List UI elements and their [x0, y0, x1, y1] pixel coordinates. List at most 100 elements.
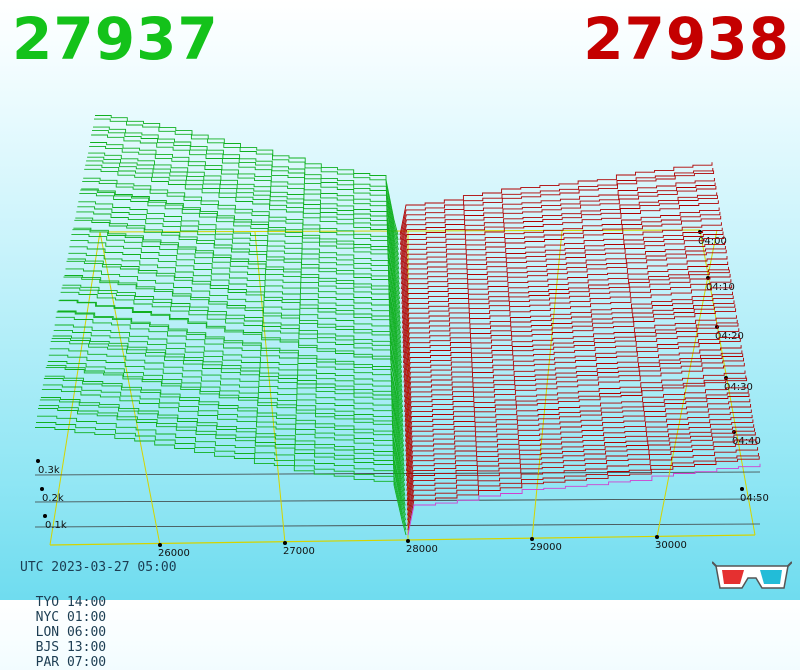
ask-depth-line	[406, 409, 752, 481]
ask-depth-line	[402, 279, 732, 354]
ask-depth-line	[403, 300, 735, 373]
ask-depth-line	[406, 428, 755, 501]
clock-nyc: NYC 01:00	[35, 610, 107, 625]
clock-bjs: BJS 13:00	[35, 640, 107, 655]
z-tick-label: 0.1k	[45, 520, 67, 531]
bid-depth-line	[36, 422, 407, 531]
ask-depth-line	[402, 291, 733, 363]
bid-depth-line	[79, 193, 401, 314]
z-tick-marker	[36, 459, 40, 463]
ask-depth-line	[406, 414, 753, 486]
ask-depth-line	[402, 266, 729, 339]
ask-depth-line	[403, 319, 738, 393]
3d-glasses-icon[interactable]	[712, 560, 792, 594]
ask-depth-line	[407, 441, 758, 516]
z-tick-label: 0.3k	[38, 465, 60, 476]
bid-depth-line	[60, 291, 404, 408]
bid-depth-line	[95, 115, 399, 236]
ask-depth-line	[403, 295, 734, 368]
ask-price: 27938	[583, 5, 790, 73]
bid-depth-line	[46, 365, 405, 477]
bid-depth-line	[67, 258, 403, 373]
ask-depth-line	[405, 370, 746, 442]
x-gridline	[99, 231, 161, 546]
bid-depth-line	[51, 337, 405, 452]
bid-depth-line	[44, 375, 406, 486]
x-tick-marker	[406, 539, 410, 543]
bid-depth-line	[58, 300, 404, 418]
bid-depth-line	[62, 284, 403, 398]
bid-depth-line	[53, 329, 404, 442]
bid-depth-line	[76, 211, 401, 329]
bid-depth-line	[90, 142, 400, 260]
z-level-line	[34, 523, 761, 528]
ask-depth-line	[404, 345, 742, 418]
ask-depth-line	[400, 182, 716, 255]
ask-depth-line	[406, 419, 754, 491]
bid-depth-line	[61, 287, 403, 403]
x-tick-marker	[158, 543, 162, 547]
x-gridline	[531, 230, 563, 540]
bid-price: 27937	[12, 5, 219, 73]
x-tick-label: 27000	[283, 546, 315, 557]
ask-depth-line	[405, 384, 748, 457]
bid-depth-line	[64, 275, 403, 388]
left-axis-line	[49, 231, 101, 546]
bid-depth-line	[87, 156, 400, 275]
clock-tyo: TYO 14:00	[35, 595, 107, 610]
ask-depth-line	[402, 284, 733, 359]
ask-depth-line	[404, 350, 743, 422]
bid-depth-line	[84, 168, 400, 290]
bid-depth-line	[38, 405, 406, 516]
ask-depth-line	[405, 398, 751, 472]
timezone-clocks: TYO 14:00 NYC 01:00 LON 06:00 BJS 13:00 …	[20, 580, 134, 670]
ask-depth-line	[400, 195, 718, 270]
ask-depth-line	[400, 192, 718, 265]
z-tick-marker	[43, 514, 47, 518]
bid-depth-line	[55, 316, 404, 432]
x-tick-label: 26000	[158, 548, 190, 559]
bid-depth-line	[81, 188, 401, 305]
bid-depth-line	[52, 335, 405, 447]
z-tick-marker	[40, 487, 44, 491]
x-tick-marker	[530, 537, 534, 541]
right-axis-line	[699, 229, 756, 536]
ask-depth-line	[399, 178, 715, 250]
bid-depth-line	[89, 145, 400, 265]
depth-tick-marker	[740, 487, 744, 491]
depth-tick-label: 04:40	[732, 436, 761, 447]
ask-depth-line	[400, 186, 717, 260]
depth-tick-label: 04:00	[698, 236, 727, 247]
ask-depth-line	[399, 168, 714, 240]
ask-depth-line	[401, 235, 725, 309]
bid-depth-line	[69, 246, 402, 364]
bid-depth-line	[54, 324, 404, 437]
bid-depth-line	[73, 227, 402, 344]
x-tick-label: 29000	[530, 542, 562, 553]
ask-depth-line	[404, 353, 744, 427]
bid-depth-line	[43, 378, 406, 491]
ask-depth-line	[401, 222, 722, 295]
ask-depth-line	[401, 249, 727, 324]
bid-depth-line	[78, 201, 401, 319]
ask-depth-line	[403, 304, 736, 378]
bid-depth-line	[93, 126, 399, 245]
ask-depth-line	[404, 334, 740, 408]
bid-depth-line	[49, 348, 405, 462]
bid-depth-line	[66, 260, 403, 378]
x-tick-marker	[655, 535, 659, 539]
ask-depth-line	[402, 273, 731, 349]
x-tick-label: 28000	[406, 544, 438, 555]
ask-depth-line	[403, 315, 737, 388]
ask-depth-line	[406, 424, 755, 496]
depth-tick-label: 04:50	[740, 493, 769, 504]
z-tick-label: 0.2k	[42, 493, 64, 504]
bid-depth-line	[92, 130, 399, 250]
bid-depth-line	[71, 233, 402, 354]
bid-depth-line	[65, 268, 403, 383]
bid-depth-line	[41, 389, 406, 501]
x-tick-label: 30000	[655, 540, 687, 551]
bid-depth-line	[74, 219, 402, 339]
ask-depth-line	[407, 453, 759, 526]
ask-depth-line	[405, 377, 748, 452]
